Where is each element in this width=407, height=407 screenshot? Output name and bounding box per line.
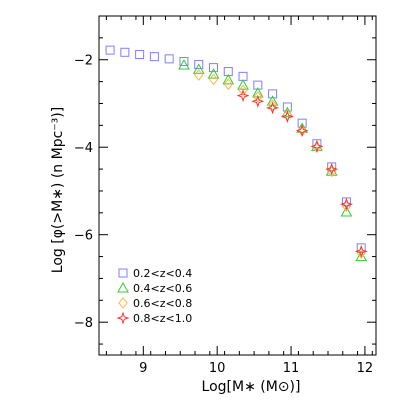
y-tick-label: −4 (74, 141, 93, 156)
data-point-diamond (194, 69, 204, 81)
data-point-triangle (266, 95, 279, 106)
x-tick-label: 11 (283, 361, 300, 376)
data-point-square (312, 139, 322, 149)
data-point-diamond (356, 247, 366, 259)
data-point-star (266, 101, 280, 115)
marks-layer (105, 45, 368, 262)
data-point-star (339, 197, 353, 211)
y-tick-label: −8 (74, 316, 93, 331)
data-point-square (194, 60, 204, 70)
legend-label: 0.8<z<1.0 (133, 312, 192, 325)
axis-layer: 9 10 11 12 −8 −6 −4 −2 (74, 15, 377, 376)
legend-label: 0.4<z<0.6 (133, 282, 192, 295)
x-axis-title: Log[M∗ (M⊙)] (202, 379, 301, 395)
legend-marker-triangle (117, 281, 129, 293)
legend-label: 0.2<z<0.4 (133, 267, 192, 280)
data-point-square (208, 63, 218, 73)
y-tick-label: −6 (74, 229, 93, 244)
y-axis-title: Log [φ(>M∗) (n Mpc⁻³)] (50, 107, 66, 273)
data-point-diamond (223, 78, 233, 91)
data-point-square (253, 80, 263, 90)
data-point-square (105, 45, 115, 55)
data-point-star (325, 162, 339, 176)
x-tick-label: 12 (357, 361, 374, 376)
data-point-triangle (296, 122, 308, 133)
series-square (105, 45, 366, 253)
data-point-star (295, 124, 309, 138)
series-diamond (194, 69, 366, 259)
legend-marker-square (118, 268, 128, 278)
data-point-star (310, 139, 324, 153)
data-point-star (280, 110, 294, 124)
data-point-triangle (281, 106, 294, 118)
data-point-triangle (355, 250, 368, 262)
data-point-triangle (178, 58, 190, 70)
data-point-square (164, 54, 174, 64)
x-tick-label: 10 (209, 361, 226, 376)
legend-label: 0.6<z<0.8 (133, 297, 192, 310)
data-point-diamond (282, 109, 293, 121)
legend-marker-star (116, 311, 130, 325)
data-point-star (236, 89, 250, 103)
data-point-triangle (340, 205, 353, 217)
data-point-triangle (192, 63, 205, 74)
data-point-square (120, 47, 130, 57)
x-tick-label: 9 (139, 361, 147, 376)
data-point-diamond (253, 91, 263, 103)
data-point-square (297, 118, 307, 128)
legend-marker-diamond (118, 297, 128, 309)
legend: 0.2<z<0.4 0.4<z<0.6 0.6<z<0.8 0.8<z<1.0 (116, 267, 192, 325)
data-point-triangle (222, 73, 235, 85)
data-point-diamond (208, 73, 219, 86)
data-point-star (251, 94, 265, 108)
data-point-diamond (267, 99, 278, 112)
data-point-square (135, 49, 145, 59)
y-tick-label: −2 (74, 54, 93, 69)
plot-frame (98, 15, 377, 356)
data-point-diamond (238, 84, 248, 97)
series-star (236, 89, 368, 258)
data-point-square (179, 56, 189, 66)
data-point-star (354, 244, 368, 258)
data-point-triangle (207, 68, 220, 79)
data-point-square (149, 52, 159, 62)
data-point-square (268, 89, 278, 99)
